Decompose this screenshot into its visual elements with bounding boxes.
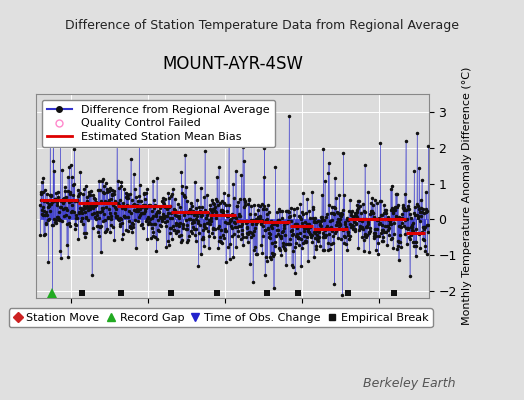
Text: Berkeley Earth: Berkeley Earth — [363, 377, 456, 390]
Text: Difference of Station Temperature Data from Regional Average: Difference of Station Temperature Data f… — [65, 20, 459, 32]
Title: MOUNT-AYR-4SW: MOUNT-AYR-4SW — [162, 55, 303, 73]
Y-axis label: Monthly Temperature Anomaly Difference (°C): Monthly Temperature Anomaly Difference (… — [462, 67, 472, 325]
Legend: Station Move, Record Gap, Time of Obs. Change, Empirical Break: Station Move, Record Gap, Time of Obs. C… — [8, 308, 433, 327]
